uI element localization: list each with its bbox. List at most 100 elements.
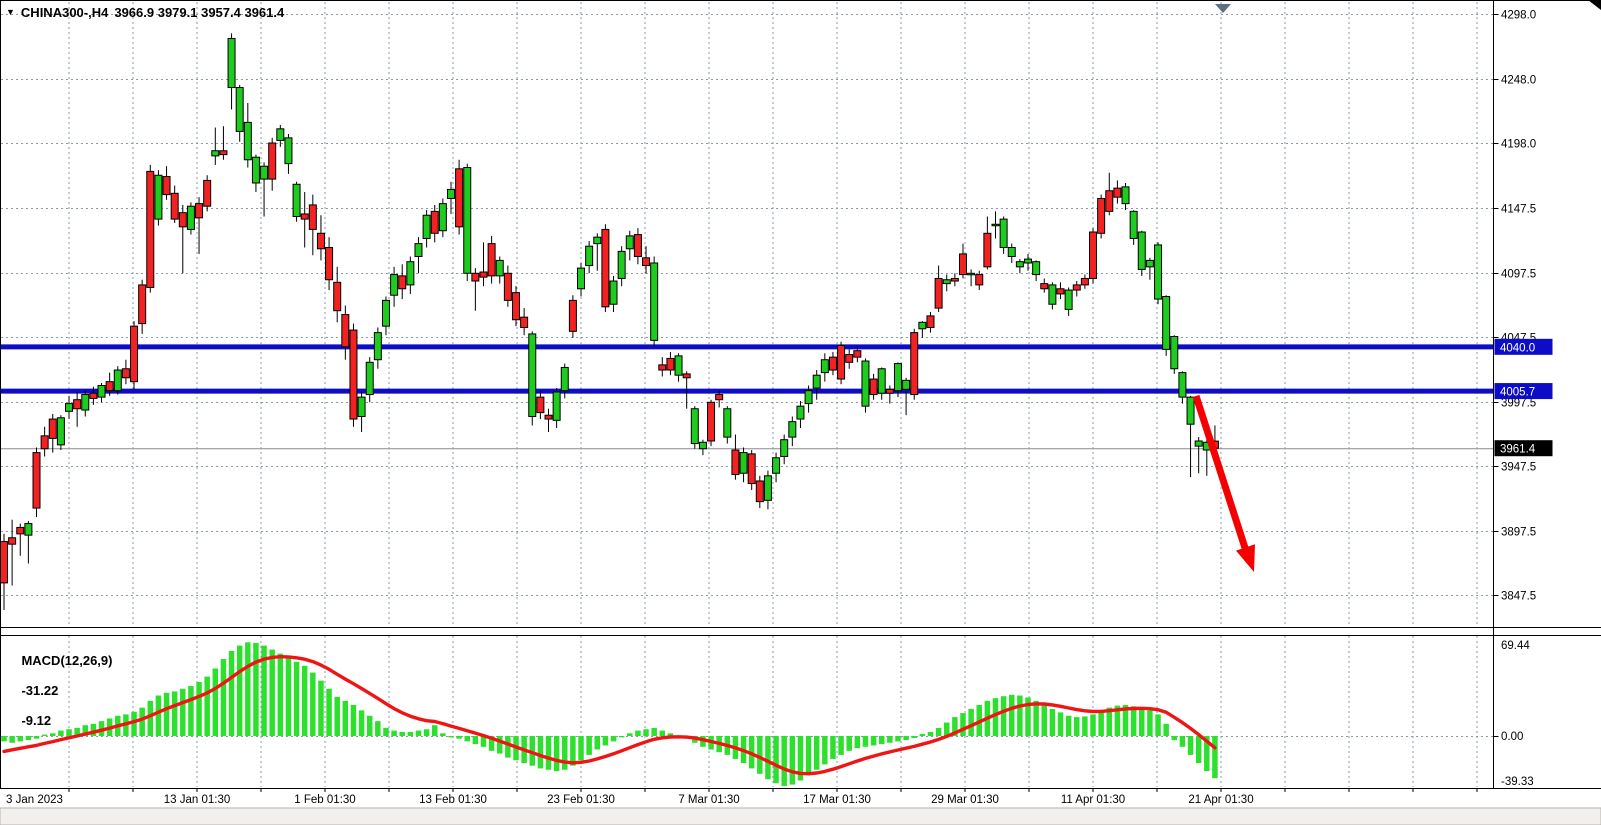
candle-body [1186, 396, 1195, 425]
candle-body [471, 272, 480, 282]
candle-body [1015, 261, 1024, 268]
macd-histogram-bar [1090, 714, 1096, 736]
candle-body [528, 333, 537, 417]
macd-histogram-bar [1195, 736, 1202, 763]
candle-body [268, 142, 277, 180]
candle-body [430, 210, 439, 234]
date-axis-label: 1 Feb 01:30 [294, 794, 355, 806]
candle-body [853, 350, 862, 358]
candle-body [601, 228, 610, 308]
candle-body [162, 176, 171, 196]
macd-histogram-bar [245, 642, 251, 736]
candle-body [1097, 197, 1106, 234]
macd-histogram-bar [82, 725, 89, 736]
level-price-badge: 4005.7 [1500, 387, 1535, 399]
price-axis-tick-label: 3997.5 [1501, 398, 1536, 410]
macd-histogram-bar [813, 736, 820, 770]
macd-histogram-bar [310, 672, 316, 736]
candle-body [219, 150, 228, 156]
macd-histogram-bar [545, 736, 552, 770]
candle-body [276, 128, 285, 141]
macd-histogram-bar [228, 650, 235, 736]
candle-body [560, 366, 569, 392]
macd-histogram-bar [586, 736, 592, 755]
macd-histogram-bar [602, 736, 609, 746]
candle-body [975, 274, 984, 286]
chart-shift-marker[interactable] [1215, 4, 1231, 13]
macd-histogram-bar [570, 736, 576, 766]
macd-histogram-bar [1082, 716, 1088, 736]
price-axis-tick-label: 3897.5 [1501, 527, 1536, 539]
macd-histogram-bar [911, 736, 917, 739]
macd-histogram-bar [131, 711, 137, 736]
macd-histogram-bar [529, 736, 536, 766]
price-axis-tick-label: 4198.0 [1501, 139, 1536, 151]
macd-histogram-bar [9, 736, 15, 743]
macd-main-value: -31.22 [21, 683, 59, 698]
candle-body [1129, 210, 1138, 239]
candle-body [1048, 284, 1057, 305]
macd-histogram-bar [155, 695, 162, 736]
macd-histogram-bar [667, 733, 674, 736]
down-arrow-head[interactable] [1236, 544, 1255, 572]
candle-body [723, 408, 732, 438]
candle-body [1089, 231, 1098, 279]
macd-histogram-bar [58, 730, 64, 736]
candle-body [1024, 258, 1033, 264]
macd-histogram-bar [448, 736, 454, 738]
macd-histogram-bar [578, 736, 584, 761]
candle-body [130, 325, 139, 383]
macd-histogram-bar [1122, 704, 1129, 736]
candle-body [512, 292, 521, 321]
candle-body [349, 329, 358, 420]
symbol-dropdown-icon[interactable]: ▼ [6, 7, 15, 17]
candle-body [16, 526, 25, 535]
candle-body [406, 261, 415, 286]
candle-body [958, 253, 967, 276]
date-axis-label: 7 Mar 01:30 [678, 794, 739, 806]
candle-body [195, 203, 204, 219]
macd-histogram-bar [757, 736, 763, 774]
macd-histogram-bar [139, 707, 145, 736]
macd-histogram-bar [789, 736, 796, 785]
macd-histogram-bar [74, 727, 80, 736]
candle-body [211, 150, 220, 157]
candle-body [32, 452, 41, 509]
candle-body [56, 417, 65, 446]
macd-histogram-bar [781, 736, 787, 786]
candle-body [991, 223, 1000, 227]
candle-body [1137, 231, 1146, 270]
macd-histogram-bar [171, 691, 178, 736]
macd-histogram-bar [236, 645, 243, 736]
macd-signal-value: -9.12 [21, 713, 52, 728]
candle-body [910, 332, 919, 396]
macd-histogram-bar [773, 736, 779, 784]
macd-histogram-bar [635, 730, 641, 736]
candle-body [260, 165, 269, 180]
candle-body [325, 246, 334, 281]
candle-body [780, 439, 789, 457]
candle-body [235, 87, 244, 132]
macd-histogram-bar [1041, 704, 1048, 736]
candle-body [642, 257, 651, 267]
macd-histogram-bar [350, 704, 357, 736]
macd-histogram-bar [188, 686, 194, 736]
macd-histogram-bar [285, 657, 292, 736]
candle-body [138, 284, 147, 325]
macd-histogram-bar [903, 736, 909, 741]
macd-histogram-bar [1179, 736, 1186, 747]
candle-body [381, 299, 390, 327]
macd-histogram-bar [1033, 700, 1039, 736]
macd-histogram-bar [887, 736, 893, 743]
candle-body [1105, 190, 1114, 212]
candle-body [284, 137, 293, 165]
macd-histogram-bar [496, 736, 503, 754]
window-corner-glyph [1588, 0, 1601, 10]
macd-histogram-bar [1212, 736, 1218, 779]
candle-body [666, 357, 675, 371]
down-arrow-line[interactable] [1192, 394, 1250, 553]
candle-body [1145, 259, 1154, 268]
candle-body [1170, 336, 1179, 370]
macd-histogram-bar [1155, 714, 1161, 736]
